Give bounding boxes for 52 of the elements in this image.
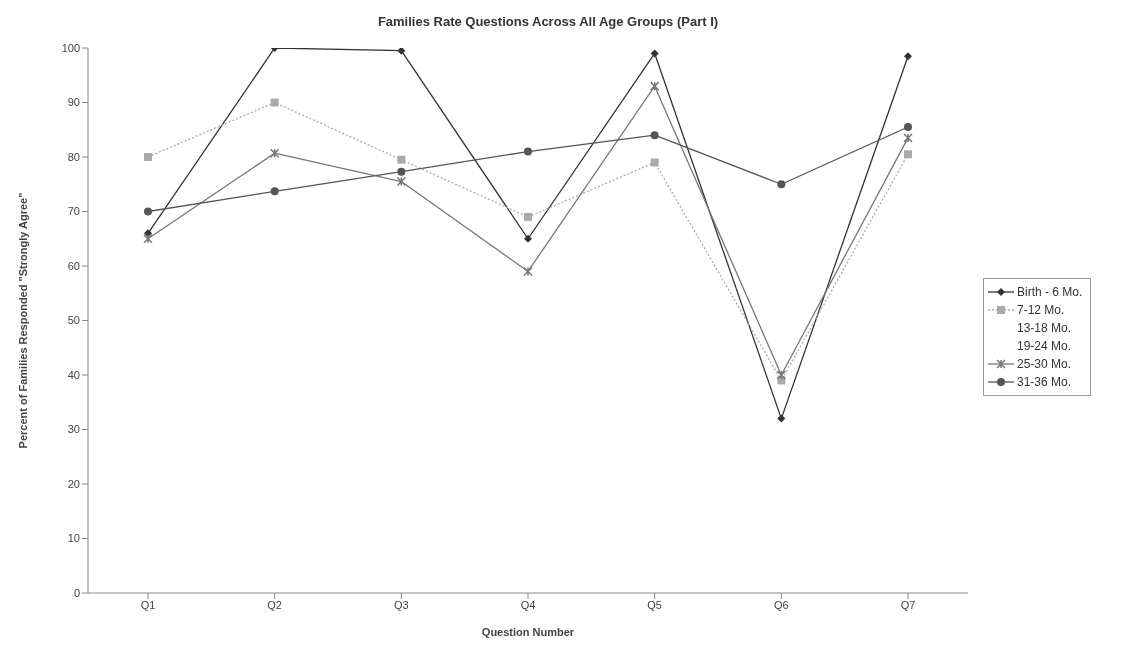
legend-label: Birth - 6 Mo. <box>1017 285 1083 299</box>
x-tick-label: Q2 <box>267 598 283 611</box>
point <box>650 158 659 167</box>
point <box>650 131 659 140</box>
point <box>523 266 533 277</box>
point <box>143 234 153 244</box>
point <box>777 180 786 189</box>
text: 13-18 Mo. <box>1017 321 1072 335</box>
x-tick-label: Q3 <box>393 598 409 611</box>
point <box>144 207 152 216</box>
point <box>904 52 912 61</box>
point <box>524 212 532 221</box>
x-tick-label: Q6 <box>773 598 789 611</box>
point <box>144 153 152 161</box>
point <box>524 234 532 243</box>
point <box>649 81 660 91</box>
legend-label: 31-36 Mo. <box>1017 375 1072 389</box>
y-tick-label: 60 <box>67 259 80 272</box>
point <box>650 49 659 58</box>
x-axis-title: Question Number <box>481 626 575 638</box>
x-tick-label: Q7 <box>900 598 916 611</box>
y-tick-label: 50 <box>67 314 80 327</box>
point <box>397 155 406 164</box>
chart-title: Families Rate Questions Across All Age Groups (Part I) <box>376 14 720 29</box>
point <box>904 150 912 159</box>
point <box>777 414 786 423</box>
point <box>270 187 279 196</box>
y-tick-label: 100 <box>61 41 80 54</box>
x-tick-label: Q5 <box>647 598 663 611</box>
y-tick-label: 90 <box>67 96 80 109</box>
point <box>397 48 406 55</box>
text: 19-24 Mo. <box>1017 339 1072 353</box>
point <box>904 123 912 132</box>
y-tick-label: 40 <box>67 368 80 381</box>
point <box>524 147 532 156</box>
y-tick-label: 20 <box>67 477 80 490</box>
x-tick-label: Q1 <box>140 598 156 611</box>
point <box>776 370 787 380</box>
y-tick-label: 30 <box>67 423 80 436</box>
point <box>397 167 406 176</box>
y-tick-label: 70 <box>67 205 80 218</box>
legend-label: 25-30 Mo. <box>1017 357 1072 371</box>
point <box>396 176 407 187</box>
x-tick-label: Q4 <box>520 598 536 611</box>
y-tick-label: 80 <box>67 150 80 163</box>
y-axis-title: Percent of Families Responded "Strongly Agree" <box>16 192 29 449</box>
y-tick-label: 10 <box>67 532 80 545</box>
legend-label: 7-12 Mo. <box>1017 303 1065 317</box>
point <box>270 98 279 107</box>
point <box>903 133 913 143</box>
point <box>269 148 280 158</box>
y-tick-label: 0 <box>73 586 80 599</box>
